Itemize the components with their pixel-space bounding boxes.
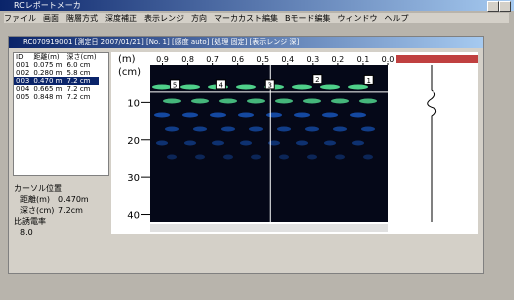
x-tick-label: 0.7 bbox=[206, 55, 219, 64]
reflection bbox=[333, 127, 347, 132]
x-tick-label: 0.2 bbox=[332, 55, 345, 64]
radar-view: (m) (cm) 0.9 0.8 0.7 0.6 0.5 0.4 0.3 0.2 0.1 0.0 10 2… bbox=[0, 0, 514, 300]
y-tick-label: 40 bbox=[127, 211, 140, 222]
x-tick-label: 0.9 bbox=[156, 55, 169, 64]
x-tick-label: 0.6 bbox=[231, 55, 244, 64]
reflection bbox=[275, 99, 293, 104]
x-tick-label: 0.3 bbox=[306, 55, 319, 64]
reflection bbox=[219, 99, 237, 104]
reflection bbox=[221, 127, 235, 132]
reflection bbox=[223, 155, 233, 160]
reflection bbox=[348, 85, 368, 90]
y-tick-label: 30 bbox=[127, 173, 140, 184]
reflection bbox=[322, 113, 338, 118]
reflection bbox=[152, 85, 172, 90]
reflection bbox=[236, 85, 256, 90]
reflection bbox=[292, 85, 312, 90]
marker-label: 2 bbox=[315, 76, 319, 84]
x-tick-label: 0.5 bbox=[256, 55, 269, 64]
reflection bbox=[195, 155, 205, 160]
reflection bbox=[210, 113, 226, 118]
reflection bbox=[303, 99, 321, 104]
reflection bbox=[350, 113, 366, 118]
x-tick-label: 0.8 bbox=[181, 55, 194, 64]
reflection bbox=[359, 99, 377, 104]
color-scale bbox=[396, 55, 478, 63]
reflection bbox=[352, 141, 364, 146]
reflection bbox=[184, 141, 196, 146]
reflection bbox=[305, 127, 319, 132]
reflection bbox=[279, 155, 289, 160]
reflection bbox=[249, 127, 263, 132]
x-tick-label: 0.4 bbox=[281, 55, 294, 64]
x-tick-label: 0.0 bbox=[382, 55, 395, 64]
reflection bbox=[191, 99, 209, 104]
reflection bbox=[212, 141, 224, 146]
reflection bbox=[156, 141, 168, 146]
reflection bbox=[251, 155, 261, 160]
waveform-panel bbox=[396, 52, 478, 234]
reflection bbox=[180, 85, 200, 90]
reflection bbox=[361, 127, 375, 132]
reflection bbox=[307, 155, 317, 160]
y-tick-label: 10 bbox=[127, 98, 140, 109]
reflection bbox=[335, 155, 345, 160]
reflection bbox=[163, 99, 181, 104]
reflection bbox=[154, 113, 170, 118]
reflection bbox=[238, 113, 254, 118]
reflection bbox=[247, 99, 265, 104]
reflection bbox=[266, 113, 282, 118]
x-tick-label: 0.1 bbox=[357, 55, 370, 64]
reflection bbox=[182, 113, 198, 118]
reflection bbox=[193, 127, 207, 132]
reflection bbox=[167, 155, 177, 160]
reflection bbox=[324, 141, 336, 146]
reflection bbox=[320, 85, 340, 90]
marker-label: 1 bbox=[366, 77, 370, 85]
reflection bbox=[165, 127, 179, 132]
marker-label: 4 bbox=[219, 81, 224, 89]
reflection bbox=[294, 113, 310, 118]
reflection bbox=[277, 127, 291, 132]
reflection bbox=[331, 99, 349, 104]
marker-label: 3 bbox=[268, 81, 272, 89]
x-axis-label: (m) bbox=[118, 54, 136, 65]
screen: RCレポートメーカ ファイル画面階層方式深度補正表示レンジ方向マーカカスト編集B… bbox=[0, 0, 514, 300]
reflection bbox=[240, 141, 252, 146]
y-tick-label: 20 bbox=[127, 136, 140, 147]
reflection bbox=[296, 141, 308, 146]
reflection bbox=[363, 155, 373, 160]
marker-label: 5 bbox=[173, 81, 177, 89]
y-axis-label: (cm) bbox=[118, 67, 141, 78]
scrollbar[interactable] bbox=[150, 224, 388, 232]
